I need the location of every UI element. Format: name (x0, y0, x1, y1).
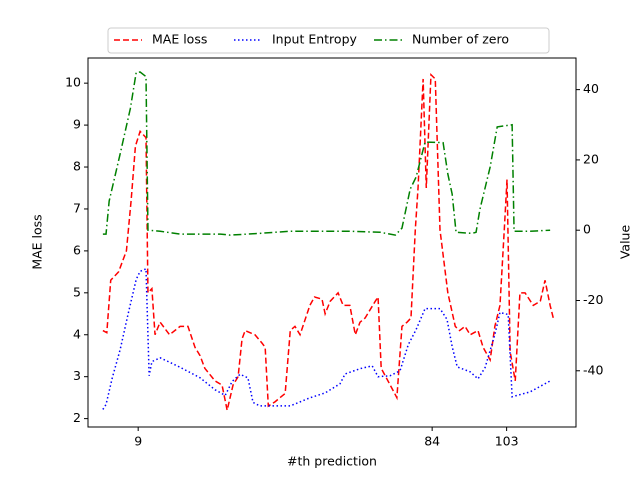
y-tick-label: 3 (73, 368, 81, 383)
x-tick-label: 84 (424, 434, 440, 449)
legend-label: MAE loss (152, 32, 207, 47)
plot-frame (87, 57, 577, 428)
legend-label: Input Entropy (272, 32, 358, 47)
y2-tick-label: -20 (583, 292, 603, 307)
series-line (102, 73, 554, 411)
x-tick-label: 103 (495, 434, 519, 449)
legend-box (107, 27, 550, 54)
y-tick-label: 10 (65, 75, 81, 90)
y2-tick-label: 0 (583, 222, 591, 237)
series-line (102, 71, 551, 236)
y-tick-label: 2 (73, 410, 81, 425)
y2-tick-label: -40 (583, 362, 603, 377)
y2-tick-label: 20 (583, 151, 599, 166)
y-tick-label: 5 (73, 284, 81, 299)
legend-label: Number of zero (412, 32, 509, 47)
y2-tick-label: 40 (583, 81, 599, 96)
y2-axis-label: Value (618, 225, 633, 260)
series-line (102, 267, 551, 410)
y-tick-label: 9 (73, 117, 81, 132)
x-tick-label: 9 (134, 434, 142, 449)
y-tick-label: 4 (73, 326, 81, 341)
y-tick-label: 7 (73, 200, 81, 215)
y-tick-label: 6 (73, 242, 81, 257)
x-axis-label: #th prediction (287, 454, 377, 469)
y-axis-label: MAE loss (30, 214, 45, 269)
y-tick-label: 8 (73, 159, 81, 174)
